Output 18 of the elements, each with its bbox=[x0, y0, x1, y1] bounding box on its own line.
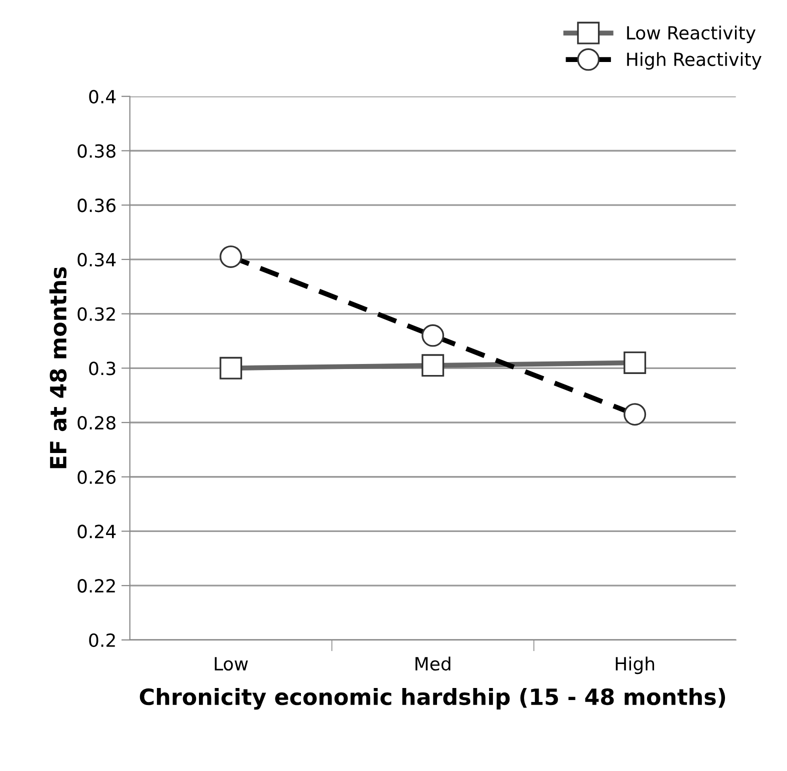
x-axis-title: Chronicity economic hardship (15 - 48 months) bbox=[140, 688, 726, 710]
y-axis-title: EF at 48 months bbox=[49, 267, 67, 468]
x-tick-label: Med bbox=[416, 656, 450, 671]
y-tick-label: 0.28 bbox=[78, 416, 116, 430]
legend-label: Low Reactivity bbox=[627, 26, 756, 44]
x-tick-label: High bbox=[616, 656, 654, 674]
y-tick-label: 0.38 bbox=[78, 144, 116, 158]
y-tick-label: 0.4 bbox=[89, 90, 116, 104]
y-tick-label: 0.34 bbox=[78, 252, 116, 267]
y-tick-label: 0.22 bbox=[78, 579, 115, 593]
legend-label: High Reactivity bbox=[627, 52, 762, 70]
x-tick-label: Low bbox=[214, 657, 248, 671]
y-tick-label: 0.26 bbox=[78, 470, 116, 484]
y-tick-label: 0.3 bbox=[89, 362, 116, 376]
y-tick-label: 0.32 bbox=[78, 307, 115, 321]
y-tick-label: 0.2 bbox=[89, 633, 115, 648]
y-tick-label: 0.36 bbox=[78, 198, 116, 212]
y-tick-label: 0.24 bbox=[78, 524, 116, 538]
